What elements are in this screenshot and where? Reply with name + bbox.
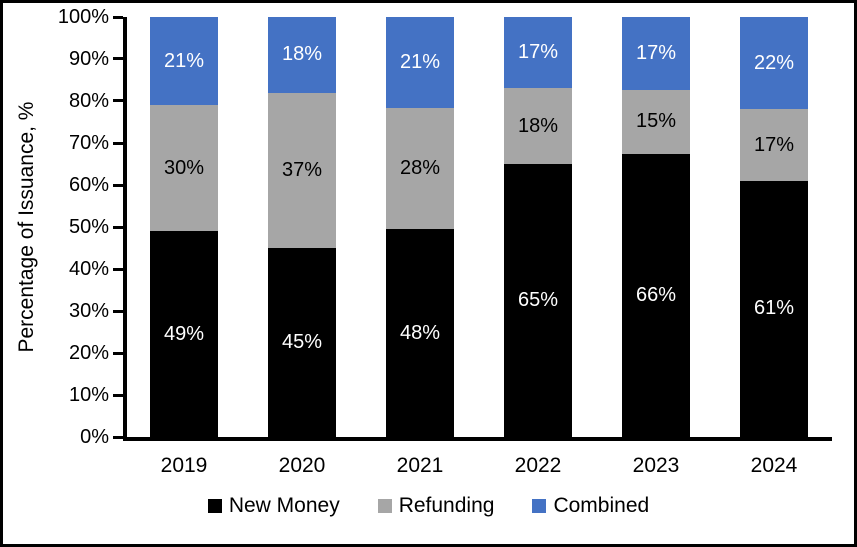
bar-segment-refunding: 28%: [386, 107, 454, 230]
bar-segment-label: 37%: [281, 158, 323, 181]
bar-segment-combined: 18%: [268, 17, 336, 93]
bar-segment-label: 48%: [399, 321, 441, 344]
legend-label: New Money: [228, 494, 340, 517]
legend-item-new-money: New Money: [207, 494, 340, 518]
y-tick-label: 10%: [68, 384, 109, 406]
x-axis-label-2021: 2021: [396, 454, 444, 477]
y-tick-label: 40%: [68, 258, 109, 280]
bar-segment-combined: 17%: [622, 17, 690, 90]
y-axis-tick: [113, 184, 123, 187]
bar-segment-refunding: 17%: [740, 109, 808, 181]
x-axis-label-2022: 2022: [514, 454, 562, 477]
y-axis-tick: [113, 394, 123, 397]
bar-segment-label: 15%: [635, 110, 677, 133]
y-axis-tick: [113, 436, 123, 439]
bar-segment-combined: 22%: [740, 17, 808, 110]
bar-segment-label: 21%: [163, 49, 205, 72]
y-axis-tick: [113, 57, 123, 60]
bar-segment-label: 17%: [635, 41, 677, 64]
bar-segment-label: 49%: [163, 322, 205, 345]
y-axis-tick: [113, 16, 123, 19]
bar-segment-new-money: 49%: [150, 231, 218, 437]
bar-segment-label: 22%: [753, 51, 795, 74]
y-axis-tick: [113, 99, 123, 102]
legend-item-refunding: Refunding: [377, 494, 495, 518]
bar-segment-combined: 17%: [504, 17, 572, 89]
legend-label: Refunding: [398, 494, 495, 517]
x-axis-label-2019: 2019: [160, 454, 208, 477]
bar-2022: 17% 18% 65%: [504, 17, 572, 437]
y-tick-label: 80%: [68, 90, 109, 112]
y-tick-label: 70%: [68, 132, 109, 154]
bar-segment-label: 61%: [753, 297, 795, 320]
x-axis-label-2023: 2023: [632, 454, 680, 477]
legend: New Money Refunding Combined: [3, 494, 854, 518]
bar-segment-refunding: 18%: [504, 88, 572, 164]
bar-segment-label: 18%: [517, 114, 559, 137]
bar-segment-combined: 21%: [386, 17, 454, 108]
y-axis-tick: [113, 268, 123, 271]
y-tick-label: 60%: [68, 174, 109, 196]
legend-swatch-icon: [207, 499, 222, 513]
y-tick-label: 0%: [80, 426, 109, 448]
y-tick-label: 50%: [68, 216, 109, 238]
bar-segment-refunding: 37%: [268, 92, 336, 248]
y-tick-label: 90%: [68, 48, 109, 70]
legend-swatch-icon: [532, 499, 547, 513]
y-axis-tick: [113, 310, 123, 313]
bar-segment-combined: 21%: [150, 17, 218, 106]
bar-segment-label: 18%: [281, 43, 323, 66]
bar-segment-label: 65%: [517, 288, 559, 311]
bar-segment-label: 28%: [399, 157, 441, 180]
y-tick-label: 30%: [68, 300, 109, 322]
bar-2021: 21% 28% 48%: [386, 17, 454, 437]
bar-segment-refunding: 15%: [622, 89, 690, 155]
x-axis-label-2024: 2024: [750, 454, 798, 477]
y-tick-label: 20%: [68, 342, 109, 364]
bar-segment-new-money: 65%: [504, 163, 572, 437]
y-axis-tick: [113, 226, 123, 229]
x-axis-label-2020: 2020: [278, 454, 326, 477]
bar-2020: 18% 37% 45%: [268, 17, 336, 437]
bar-segment-new-money: 66%: [622, 154, 690, 437]
bar-2024: 22% 17% 61%: [740, 17, 808, 437]
legend-item-combined: Combined: [532, 494, 649, 518]
bar-segment-label: 17%: [517, 41, 559, 64]
y-axis-tick: [113, 142, 123, 145]
bar-segment-refunding: 30%: [150, 105, 218, 232]
bar-segment-new-money: 48%: [386, 229, 454, 437]
y-tick-label: 100%: [57, 6, 109, 28]
bar-segment-new-money: 45%: [268, 247, 336, 437]
bar-segment-label: 45%: [281, 330, 323, 353]
bar-segment-label: 30%: [163, 156, 205, 179]
y-axis-tick: [113, 352, 123, 355]
legend-swatch-icon: [377, 499, 392, 513]
bar-segment-new-money: 61%: [740, 180, 808, 437]
bar-segment-label: 66%: [635, 284, 677, 307]
bar-segment-label: 21%: [399, 50, 441, 73]
y-axis-line: [123, 17, 127, 441]
x-axis-line: [123, 437, 832, 441]
legend-label: Combined: [553, 494, 650, 517]
bar-2023: 17% 15% 66%: [622, 17, 690, 437]
bar-2019: 21% 30% 49%: [150, 17, 218, 437]
bar-segment-label: 17%: [753, 133, 795, 156]
